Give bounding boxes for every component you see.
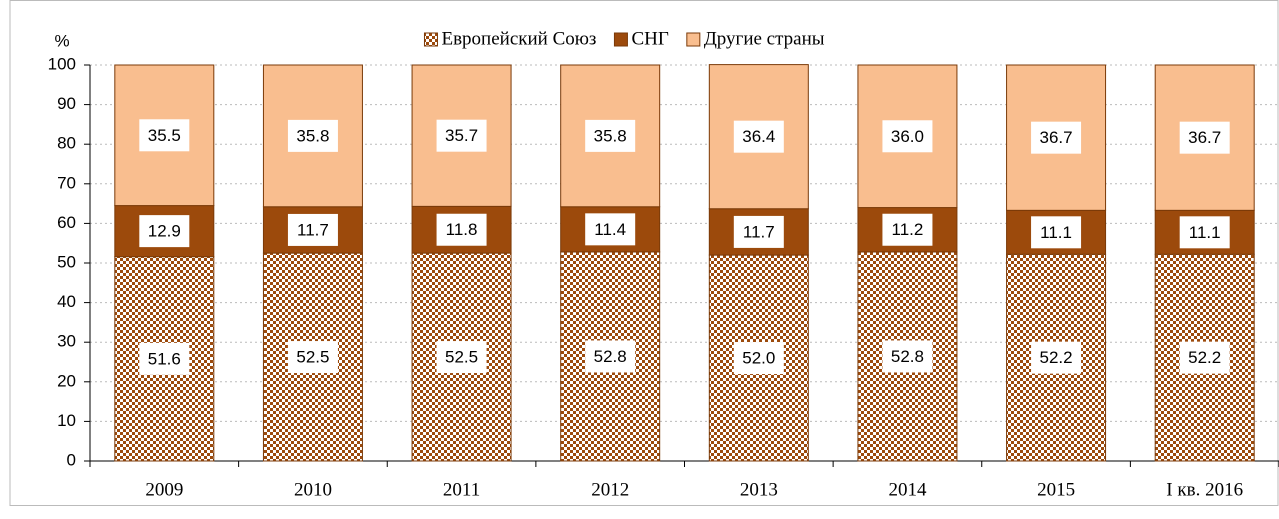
data-label: 11.4 [594,220,626,239]
label-box [585,340,636,373]
x-tick-label: 2014 [888,479,927,500]
legend-swatch [686,32,701,47]
data-label: 36.0 [891,127,924,146]
label-box [436,119,487,152]
label-box [287,119,338,152]
label-box [585,119,636,152]
y-tick-label: 0 [67,450,76,469]
data-label: 12.9 [148,222,181,241]
data-label: 11.1 [1040,223,1072,242]
y-tick-label: 20 [57,371,76,390]
data-label: 52.8 [891,347,924,366]
label-box [139,119,190,152]
y-tick-label: 40 [57,292,76,311]
label-box [1179,341,1230,374]
label-box [882,340,933,373]
data-label: 11.7 [743,222,775,241]
y-tick-label: 10 [57,411,76,430]
label-box [1031,341,1082,374]
x-tick-label: 2013 [740,479,778,500]
data-label: 36.4 [742,127,775,146]
legend-swatch [613,32,628,47]
data-label: 52.2 [1188,348,1221,367]
x-tick-label: 2011 [443,479,480,500]
data-label: 52.2 [1040,348,1073,367]
data-label: 11.8 [446,220,478,239]
label-box [733,120,784,153]
data-label: 35.8 [594,126,627,145]
y-tick-label: 70 [57,173,76,192]
data-label: 35.7 [445,126,478,145]
label-box [287,341,338,374]
label-box [733,342,784,375]
x-tick-label: 2009 [145,479,183,500]
legend-label: СНГ [631,28,668,49]
x-tick-label: 2010 [294,479,332,500]
label-box [1179,121,1230,154]
label-box [139,215,190,248]
data-label: 11.2 [892,220,924,239]
y-tick-label: 100 [48,54,76,73]
label-box [1179,216,1230,249]
data-label: 51.6 [148,349,181,368]
label-box [882,120,933,153]
bar-segment [560,64,661,208]
legend-label: Другие страны [704,28,825,49]
legend-label: Европейский Союз [441,28,596,49]
data-label: 11.7 [297,220,329,239]
x-tick-label: 2012 [591,479,629,500]
x-tick-label: I кв. 2016 [1166,479,1243,500]
legend-swatch [423,32,438,47]
y-tick-label: 80 [57,134,76,153]
data-label: 35.8 [296,126,329,145]
label-box [436,341,487,374]
label-box [139,342,190,375]
frame [9,0,1279,506]
label-box [436,213,487,246]
data-label: 52.5 [445,348,478,367]
y-axis-label: % [54,31,69,50]
label-box [733,215,784,248]
data-label: 11.1 [1189,223,1221,242]
y-tick-label: 90 [57,94,76,113]
y-tick-label: 50 [57,252,76,271]
data-label: 36.7 [1040,128,1073,147]
label-box [1031,121,1082,154]
y-tick-label: 30 [57,332,76,351]
label-box [1031,216,1082,249]
y-tick-label: 60 [57,213,76,232]
data-label: 36.7 [1188,128,1221,147]
data-label: 52.8 [594,347,627,366]
label-box [585,213,636,246]
x-tick-label: 2015 [1037,479,1075,500]
data-label: 35.5 [148,126,181,145]
data-label: 52.0 [742,349,775,368]
label-box [287,213,338,246]
data-label: 52.5 [296,348,329,367]
label-box [882,213,933,246]
